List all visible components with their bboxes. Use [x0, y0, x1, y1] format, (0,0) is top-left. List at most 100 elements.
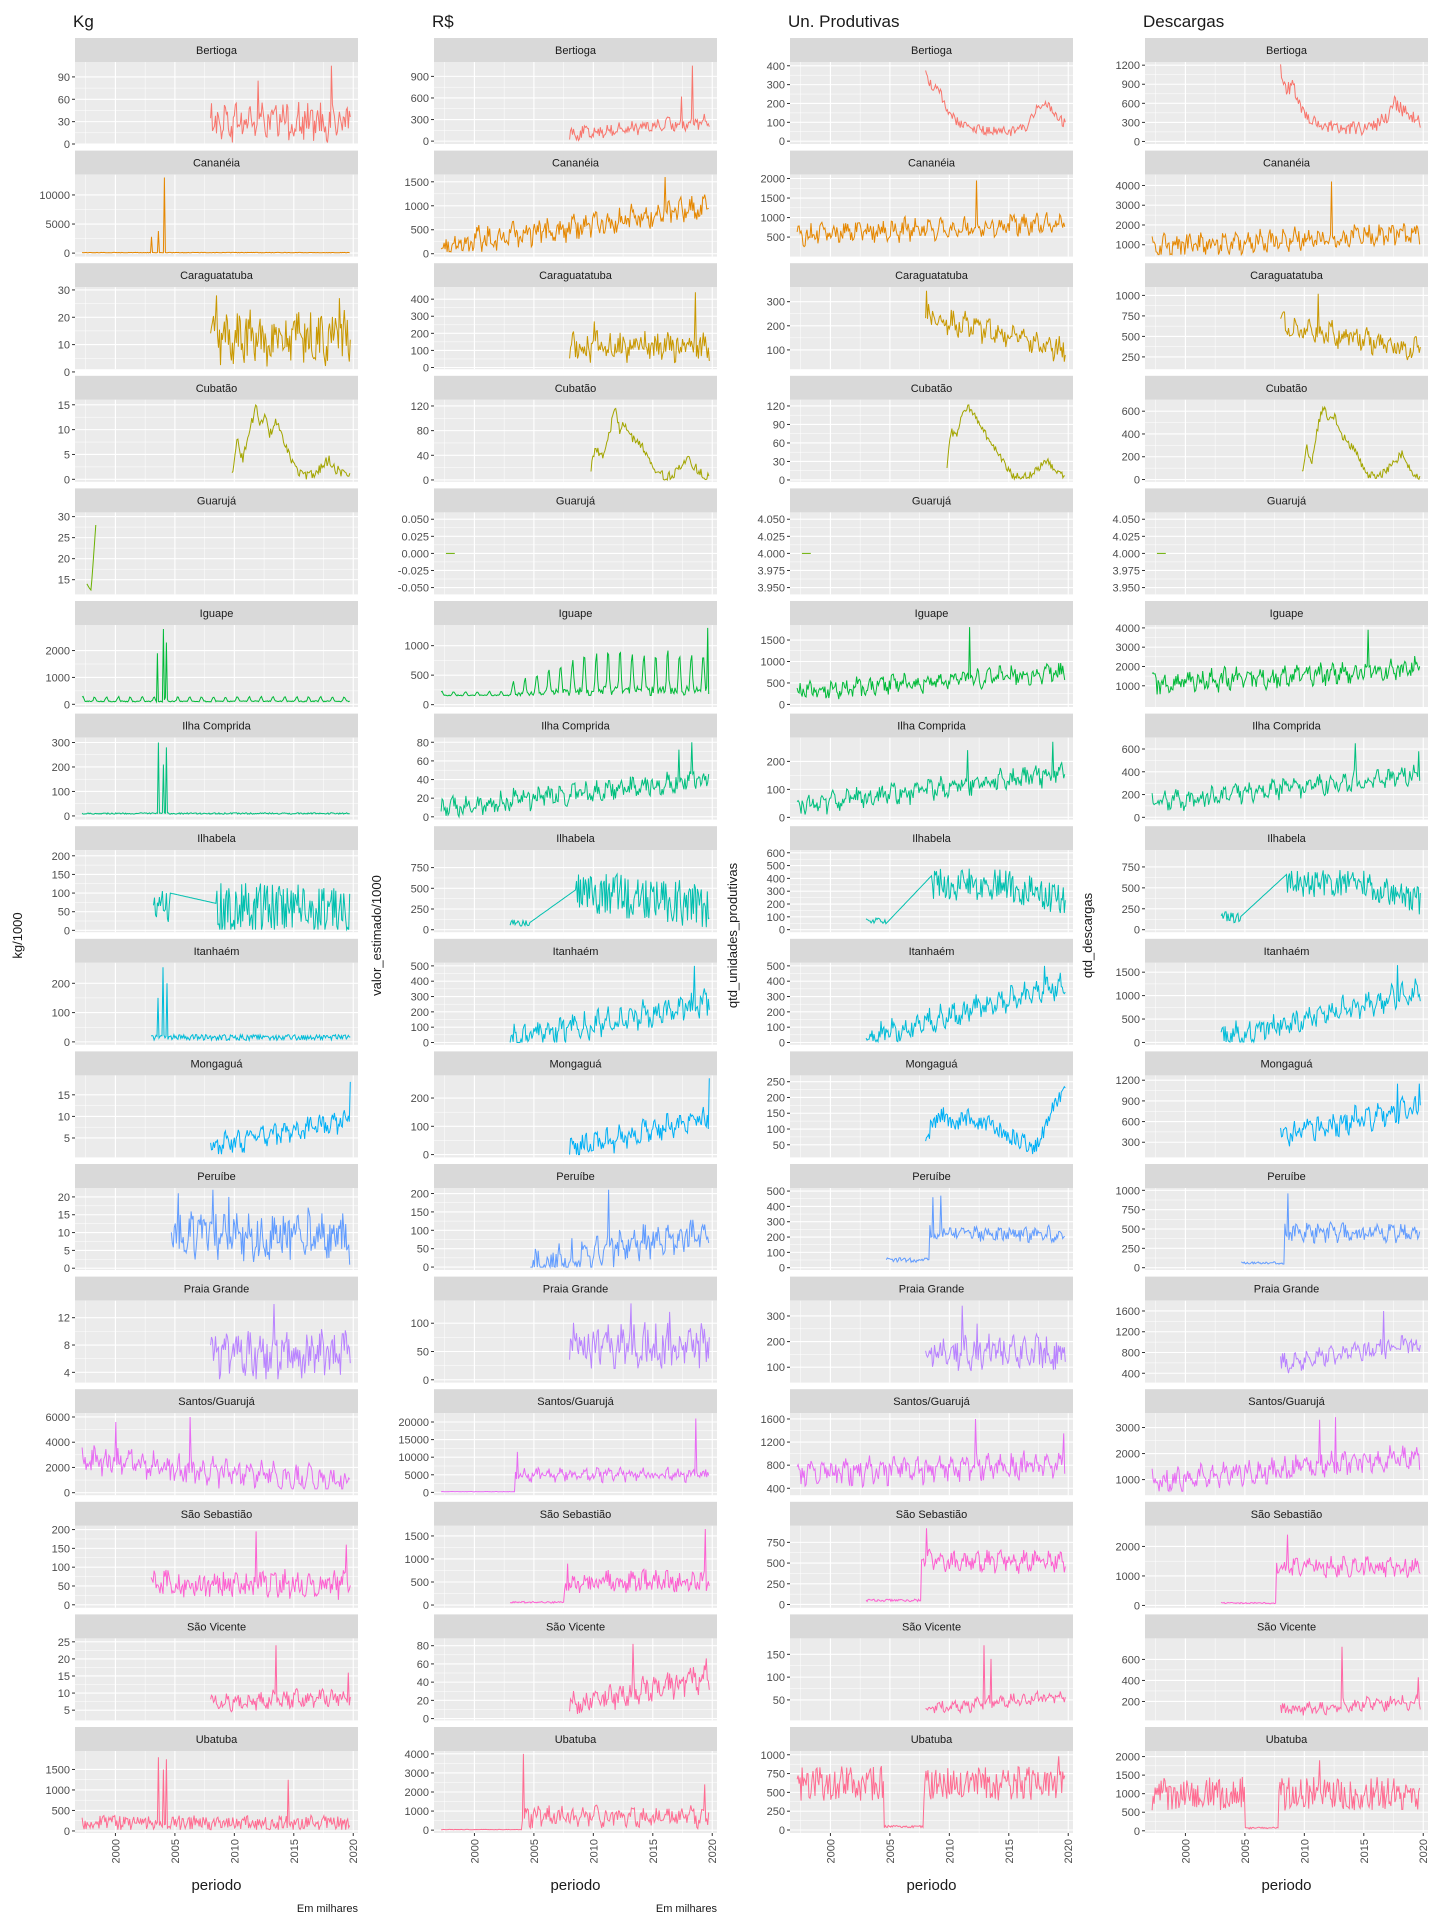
y-tick-label: 600 [1122, 744, 1140, 756]
facet-panel: Ubatuba 0 1000 2000 3000 4000 2000 2005 2010 2015… [405, 1727, 719, 1863]
y-tick-label: 0 [1134, 1037, 1140, 1049]
series-line [210, 1303, 351, 1380]
facet-strip-label: Guarujá [1267, 495, 1307, 507]
y-tick-label: 0 [779, 1263, 785, 1275]
facet-strip-label: Cubatão [911, 383, 953, 395]
y-tick-label: 30 [58, 285, 70, 297]
y-tick-label: 750 [1122, 862, 1140, 874]
series-line [1151, 1417, 1421, 1493]
facet-strip [434, 38, 717, 62]
facet-strip [790, 375, 1073, 400]
y-tick-label: 200 [52, 978, 70, 990]
y-tick-label: 300 [767, 1217, 785, 1229]
facet-strip-label: Itanhaém [553, 946, 599, 958]
facet-strip [75, 263, 358, 288]
x-tick-label: 2000 [110, 1839, 122, 1863]
y-tick-label: 250 [767, 1579, 785, 1591]
y-tick-label: 100 [52, 888, 70, 900]
y-tick-label: 0 [64, 139, 70, 151]
facet-panel: Caraguatatuba 0 100 200 300 400 [411, 263, 717, 374]
y-tick-label: 0 [423, 1150, 429, 1162]
y-tick-label: 100 [52, 786, 70, 798]
facet-strip-label: Cananéia [908, 158, 956, 170]
y-tick-label: 750 [767, 1769, 785, 1781]
facet-panel: Ilha Comprida 0 200 400 600 [1122, 713, 1428, 824]
y-axis-label: valor_estimado/1000 [369, 875, 384, 996]
facet-panel: Iguape 1000 2000 3000 4000 [1116, 601, 1428, 707]
series-line [510, 1528, 710, 1604]
y-tick-label: 400 [767, 1483, 785, 1495]
facet-strip-label: Santos/Guarujá [537, 1396, 614, 1408]
facet-strip-label: Itanhaém [194, 946, 240, 958]
facet-panel: Caraguatatuba 250 500 750 1000 [1116, 263, 1428, 370]
series-line [925, 1305, 1066, 1372]
facet-strip-label: Ilha Comprida [897, 721, 966, 733]
y-tick-label: 200 [1122, 790, 1140, 802]
facet-panel: Guarujá 3.950 3.975 4.000 4.025 4.050 [1112, 488, 1428, 595]
y-tick-label: 50 [417, 1244, 429, 1256]
series-line [1151, 743, 1421, 811]
facet-strip [75, 826, 358, 851]
series-line [885, 1195, 1066, 1264]
y-tick-label: 1000 [761, 656, 785, 668]
facet-strip [790, 1389, 1073, 1414]
series-line [925, 1645, 1066, 1715]
facet-strip-label: Caraguatatuba [180, 270, 254, 282]
series-line [1151, 1760, 1421, 1830]
y-tick-label: 20 [58, 1192, 70, 1204]
panel-background [434, 737, 717, 820]
facet-strip-label: Caraguatatuba [1250, 270, 1324, 282]
facet-strip [1145, 150, 1428, 175]
facet-panel: Ubatuba 0 500 1000 1500 2000 2005 2010 2015 2020 [46, 1727, 360, 1863]
panel-background [434, 1525, 717, 1608]
facet-panel: Bertioga 0 300 600 900 1200 [1116, 38, 1428, 148]
facet-strip [75, 375, 358, 400]
y-axis-label: qtd_descargas [1080, 892, 1095, 978]
y-tick-label: 400 [767, 873, 785, 885]
y-axis-label: kg/1000 [10, 912, 25, 958]
facet-panel: Iguape 0 500 1000 [405, 601, 717, 712]
y-tick-label: 0 [64, 925, 70, 937]
facet-panel: Peruíbe 0 250 500 750 1000 [1116, 1164, 1428, 1275]
panel-background [75, 1300, 358, 1383]
facet-strip-label: Cananéia [1263, 158, 1311, 170]
series-line [1220, 870, 1421, 924]
y-tick-label: 10 [58, 425, 70, 437]
facet-strip [1145, 375, 1428, 400]
y-tick-label: 0 [423, 1600, 429, 1612]
y-tick-label: 500 [411, 225, 429, 237]
x-axis-label: periodo [191, 1877, 241, 1894]
x-axis-label: periodo [550, 1877, 600, 1894]
facet-strip-label: Peruíbe [1267, 1171, 1306, 1183]
y-tick-label: 2000 [1116, 661, 1140, 673]
y-tick-label: 200 [52, 762, 70, 774]
series-line [509, 965, 710, 1044]
series-line [925, 290, 1066, 362]
y-tick-label: 100 [767, 1124, 785, 1136]
y-tick-label: 400 [1122, 1675, 1140, 1687]
y-tick-label: 600 [1122, 1654, 1140, 1666]
facet-strip [790, 1614, 1073, 1639]
series-line [865, 965, 1066, 1044]
facet-panel: São Sebastião 0 250 500 750 [767, 1501, 1073, 1611]
facet-strip-label: Iguape [200, 608, 234, 620]
series-line [796, 1756, 1066, 1829]
y-tick-label: 20 [58, 554, 70, 566]
panel-background [790, 1638, 1073, 1721]
y-tick-label: 750 [411, 863, 429, 875]
facet-strip [75, 1164, 358, 1188]
facet-panel: Santos/Guarujá 1000 2000 3000 [1116, 1389, 1428, 1496]
column-title: Descargas [1143, 12, 1224, 31]
facet-panel: Cubatão 0 40 80 120 [411, 375, 717, 487]
y-tick-label: 900 [1122, 1096, 1140, 1108]
panel-background [434, 62, 717, 144]
facet-strip [75, 1614, 358, 1639]
y-tick-label: 0 [64, 248, 70, 260]
facet-strip-label: Ubatuba [555, 1734, 597, 1746]
panel-background [75, 1638, 358, 1721]
facet-strip-label: São Sebastião [540, 1509, 612, 1521]
series-line [441, 1753, 710, 1831]
facet-strip-label: Cubatão [555, 383, 597, 395]
panel-background [75, 1413, 358, 1496]
